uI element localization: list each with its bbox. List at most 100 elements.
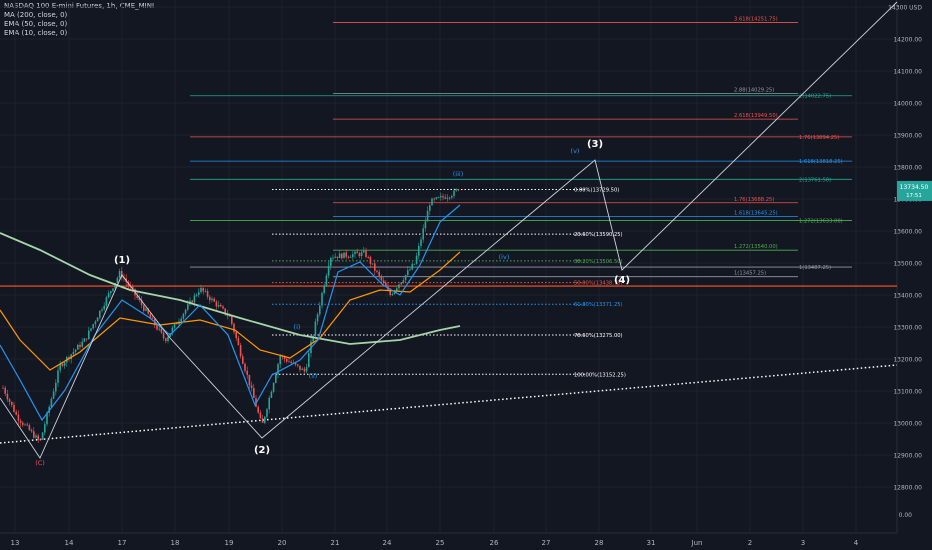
candle-body bbox=[435, 197, 438, 199]
wave-label: (ii) bbox=[309, 372, 318, 380]
candle-body bbox=[198, 292, 200, 295]
wave-label: (2) bbox=[254, 445, 270, 456]
candle-body bbox=[140, 300, 143, 306]
indicator-ma200[interactable]: MA (200, close, 0) bbox=[4, 11, 68, 19]
candle-body bbox=[347, 256, 350, 258]
candle-body bbox=[107, 293, 110, 298]
candle-body bbox=[303, 368, 306, 372]
candle-body bbox=[171, 327, 174, 334]
candle-body bbox=[88, 330, 90, 340]
time-tick-label: 3 bbox=[801, 539, 805, 547]
fib-extension-b-label: 1.618(13818.25) bbox=[799, 159, 843, 165]
bottom-axis-label: 0.00 bbox=[899, 512, 913, 519]
candle-body bbox=[451, 196, 453, 198]
candle-body bbox=[6, 393, 9, 400]
candle-body bbox=[44, 424, 46, 433]
candle-body bbox=[250, 385, 253, 388]
candle-body bbox=[325, 275, 328, 286]
time-tick-label: 19 bbox=[225, 539, 234, 547]
candle-body bbox=[33, 431, 35, 438]
candle-body bbox=[138, 297, 141, 301]
candle-body bbox=[290, 361, 292, 363]
candle-body bbox=[400, 282, 402, 285]
candle-body bbox=[15, 411, 17, 415]
candle-body bbox=[343, 252, 345, 259]
candle-body bbox=[233, 323, 235, 333]
candle-body bbox=[266, 409, 268, 417]
candle-body bbox=[220, 304, 222, 307]
candle-body bbox=[160, 328, 163, 333]
price-tick-label: 13100.00 bbox=[893, 389, 922, 396]
price-tick-label: 14000.00 bbox=[893, 101, 922, 108]
candle-body bbox=[382, 280, 385, 283]
candle-body bbox=[424, 221, 427, 229]
candle-body bbox=[415, 255, 418, 264]
candle-body bbox=[279, 356, 281, 365]
candle-body bbox=[301, 368, 303, 370]
candle-body bbox=[272, 382, 275, 392]
price-tick-label: 13400.00 bbox=[893, 293, 922, 300]
candle-body bbox=[228, 315, 231, 317]
candle-body bbox=[332, 257, 334, 259]
candle-body bbox=[63, 362, 66, 366]
candle-body bbox=[61, 363, 64, 366]
last-price-countdown: 17:51 bbox=[906, 193, 922, 199]
candle-body bbox=[103, 305, 105, 310]
symbol-title[interactable]: NASDAQ 100 E-mini Futures, 1h, CME_MINI bbox=[4, 2, 155, 10]
price-tick-label: 13300.00 bbox=[893, 325, 922, 332]
candle-body bbox=[422, 228, 424, 240]
candle-body bbox=[237, 338, 240, 346]
price-tick-label: 12900.00 bbox=[893, 453, 922, 460]
candle-body bbox=[398, 284, 400, 289]
candle-body bbox=[409, 269, 411, 271]
indicator-ema10[interactable]: EMA (10, close, 0) bbox=[4, 29, 68, 37]
candle-body bbox=[356, 251, 358, 254]
fib-retracement-label: 38.20%(13506.50) bbox=[574, 259, 623, 265]
fib-extension-b-label: 2(13761.50) bbox=[799, 177, 831, 183]
candle-body bbox=[319, 305, 321, 315]
candle-body bbox=[222, 306, 224, 309]
fib-extension-b-label: 2(14022.75) bbox=[799, 94, 831, 100]
candle-body bbox=[448, 197, 451, 199]
candle-body bbox=[286, 358, 288, 362]
indicator-ema50[interactable]: EMA (50, close, 0) bbox=[4, 20, 68, 28]
candle-body bbox=[202, 287, 204, 292]
wave-label: (iii) bbox=[453, 170, 464, 178]
fib-extension-label: 3.618(14251.75) bbox=[734, 16, 778, 22]
candle-body bbox=[184, 309, 187, 314]
candle-body bbox=[35, 435, 37, 438]
candle-body bbox=[28, 425, 31, 431]
candle-body bbox=[2, 387, 4, 389]
candle-body bbox=[259, 412, 262, 419]
time-tick-label: 31 bbox=[647, 539, 656, 547]
candle-body bbox=[314, 321, 317, 336]
candle-body bbox=[446, 197, 449, 199]
candle-body bbox=[270, 391, 273, 398]
candle-body bbox=[22, 422, 24, 425]
candle-body bbox=[391, 293, 394, 295]
candle-body bbox=[264, 416, 266, 423]
candle-body bbox=[121, 271, 123, 278]
time-tick-label: 18 bbox=[171, 539, 180, 547]
candle-body bbox=[248, 374, 251, 386]
price-tick-label: 14300 USD bbox=[888, 5, 922, 12]
candle-body bbox=[455, 189, 457, 191]
candle-body bbox=[367, 256, 369, 258]
fib-retracement-label: 100.00%(13152.25) bbox=[574, 372, 626, 378]
candle-body bbox=[354, 251, 356, 255]
candle-body bbox=[4, 387, 6, 394]
candle-body bbox=[30, 430, 33, 432]
candle-body bbox=[308, 353, 310, 368]
fib-retracement-label: 50.00%(13438.75) bbox=[574, 281, 623, 287]
candle-body bbox=[433, 198, 435, 200]
fib-retracement-label: 61.80%(13371.25) bbox=[574, 302, 623, 308]
candle-body bbox=[211, 298, 213, 301]
candle-body bbox=[349, 257, 352, 258]
fib-retracement-label: 23.60%(13590.25) bbox=[574, 232, 623, 238]
candle-body bbox=[365, 250, 367, 257]
candle-body bbox=[24, 424, 26, 426]
time-tick-label: 14 bbox=[65, 539, 74, 547]
candle-body bbox=[57, 370, 59, 383]
elliott-wave-path bbox=[0, 1, 898, 459]
